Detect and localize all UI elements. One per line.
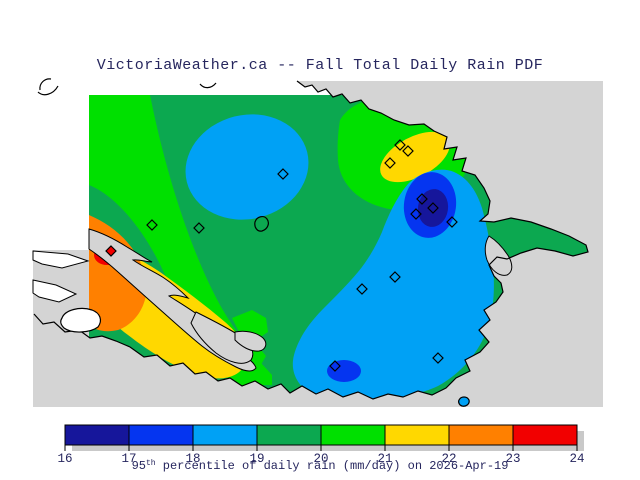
station-diamond-marker xyxy=(416,193,428,205)
colorbar-segment xyxy=(256,424,322,446)
caption-superscript: th xyxy=(145,459,156,468)
station-diamond-marker xyxy=(394,139,406,151)
station-diamond-marker xyxy=(356,283,368,295)
colorbar-segment xyxy=(512,424,578,446)
colorbar-tick-label: 21 xyxy=(377,452,392,466)
station-diamond-marker xyxy=(146,219,158,231)
caption-prefix: 95 xyxy=(131,459,146,473)
colorbar-tick-label: 18 xyxy=(185,452,200,466)
station-diamond-marker xyxy=(105,245,117,257)
contour-18-19-northwest-oval xyxy=(185,114,309,220)
caption-rest: percentile of daily rain (mm/day) on 202… xyxy=(155,459,509,473)
station-diamond-marker xyxy=(402,145,414,157)
contour-17-18-south-minimum xyxy=(327,360,361,382)
colorbar-segment xyxy=(384,424,450,446)
contour-20-21-west-band xyxy=(89,95,272,385)
contour-21-22-north-lens xyxy=(380,131,450,183)
coast-fragment-north xyxy=(199,82,217,89)
colorbar-tick-label: 17 xyxy=(121,452,136,466)
colorbar-segment xyxy=(320,424,386,446)
colorbar-segment xyxy=(64,424,130,446)
station-diamond-marker xyxy=(446,216,458,228)
lake-elk xyxy=(254,216,269,232)
colorbar-tick-label: 23 xyxy=(505,452,520,466)
station-diamond-marker xyxy=(384,157,396,169)
colorbar-caption: 95th percentile of daily rain (mm/day) o… xyxy=(0,457,640,473)
contour-16-17-minimum-core xyxy=(417,189,449,227)
colorbar-tick-label: 19 xyxy=(249,452,264,466)
station-diamond-marker xyxy=(389,271,401,283)
sea-fill xyxy=(33,81,603,407)
land-wedge-2 xyxy=(32,279,78,303)
map-title: VictoriaWeather.ca -- Fall Total Daily R… xyxy=(96,57,544,74)
sea-inner-harbour xyxy=(190,311,254,364)
colorbar-segment xyxy=(448,424,514,446)
colorbar-tick-label: 24 xyxy=(569,452,584,466)
colorbar-segment xyxy=(192,424,258,446)
colorbar-tick-label: 16 xyxy=(57,452,72,466)
sea-harbour-arm xyxy=(234,330,267,352)
coastlines xyxy=(33,78,589,407)
station-diamond-marker xyxy=(432,352,444,364)
colorbar-tick-label: 20 xyxy=(313,452,328,466)
station-diamond-marker xyxy=(410,208,422,220)
lake-lagoon xyxy=(60,307,102,333)
station-markers xyxy=(105,139,458,372)
colorbar: 16 17 18 19 20 21 22 23 24 xyxy=(57,424,585,466)
islet-south xyxy=(458,396,470,407)
coast-fragment-northwest xyxy=(37,78,59,96)
station-diamond-marker xyxy=(277,168,289,180)
station-diamond-marker xyxy=(427,202,439,214)
main-coastline xyxy=(33,80,589,400)
sea-cadboro-bay xyxy=(484,235,513,276)
station-diamond-marker xyxy=(193,222,205,234)
colorbar-segment xyxy=(128,424,194,446)
colorbar-tick-label: 22 xyxy=(441,452,456,466)
land-wedge-1 xyxy=(32,250,90,269)
station-diamond-marker xyxy=(329,360,341,372)
